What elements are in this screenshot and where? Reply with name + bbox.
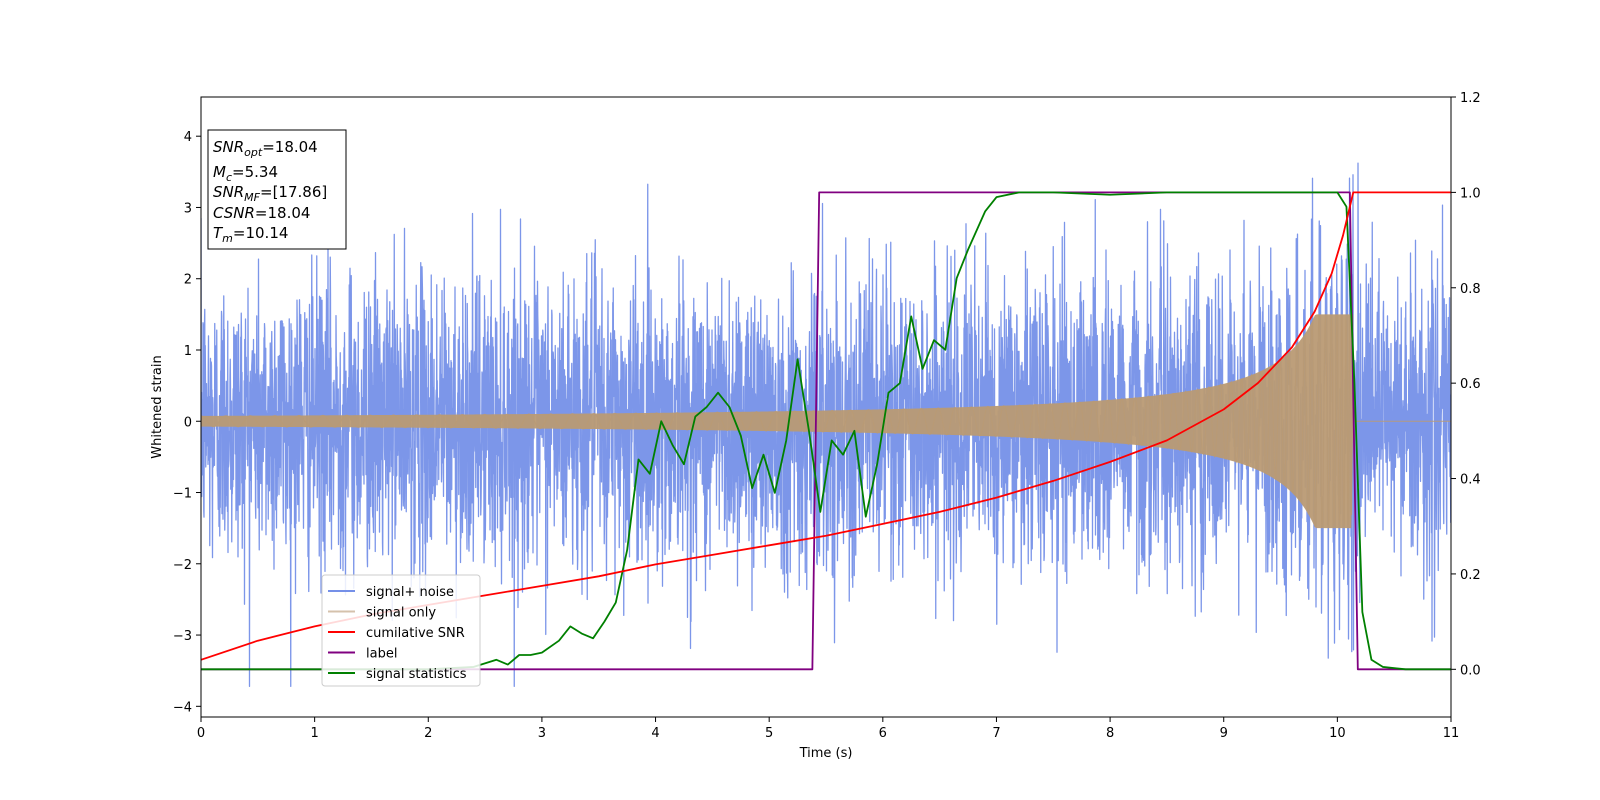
- x-tick-label: 4: [651, 726, 659, 741]
- x-tick-label: 9: [1220, 726, 1228, 741]
- legend-label: cumilative SNR: [366, 626, 465, 641]
- y-right-tick-label: 0.0: [1460, 663, 1481, 678]
- y-left-tick-label: 0: [184, 415, 192, 430]
- x-tick-label: 6: [879, 726, 887, 741]
- info-box: SNRopt=18.04 Mc=5.34SNRMF=[17.86]CSNR=18.…: [207, 129, 347, 250]
- legend: signal+ noise signal only cumilative SNR la…: [321, 574, 481, 687]
- x-tick-label: 5: [765, 726, 773, 741]
- plot-frame: [200, 96, 1452, 718]
- legend-signal-statistics: signal statistics: [328, 667, 467, 682]
- y-right-tick-label: 0.2: [1460, 568, 1481, 583]
- x-axis-label: Time (s): [799, 746, 853, 761]
- legend-label: signal only: [366, 606, 436, 621]
- y-right-tick-label: 1.0: [1460, 186, 1481, 201]
- series-label-line: [201, 191, 1451, 671]
- y-left-tick-label: 3: [184, 201, 192, 216]
- legend-signal-noise: signal+ noise: [328, 585, 454, 600]
- y-axis-label: Whitened strain: [150, 355, 165, 458]
- y-right-tick-label: 0.8: [1460, 282, 1481, 297]
- legend-label: signal statistics: [366, 667, 467, 682]
- axes: 0 1 2 3 4 5 6 7 8 9 10 11 −4 −3 −2 −1 0 1 2 3 4 0.0 0.2 0.4 0.6 0…: [173, 91, 1481, 741]
- y-left-tick-label: −4: [173, 700, 192, 715]
- y-left-tick-label: 2: [184, 273, 192, 288]
- legend-label: label: [328, 647, 397, 662]
- info-line: CSNR=18.04: [213, 204, 310, 222]
- info-line: Mc=5.34: [213, 163, 278, 184]
- y-right-tick-label: 0.4: [1460, 473, 1481, 488]
- info-box-frame: [207, 129, 347, 250]
- legend-frame: [321, 574, 481, 687]
- info-line: Tm=10.14: [213, 224, 288, 245]
- y-left-tick-label: −2: [173, 558, 192, 573]
- legend-cumulative-snr: cumilative SNR: [328, 626, 465, 641]
- series-signal-statistics-line: [201, 191, 1451, 671]
- info-line: SNRMF=[17.86]: [213, 183, 327, 204]
- x-tick-label: 0: [197, 726, 205, 741]
- info-line: SNRopt=18.04: [213, 138, 318, 159]
- series-signal-only-line: [201, 314, 1451, 527]
- y-left-tick-label: −3: [173, 629, 192, 644]
- legend-label: label: [366, 647, 397, 662]
- series-signal-only-envelope: [201, 314, 1354, 529]
- x-tick-label: 8: [1106, 726, 1114, 741]
- legend-label: signal+ noise: [366, 585, 454, 600]
- y-right-tick-label: 1.2: [1460, 91, 1481, 106]
- x-tick-label: 11: [1443, 726, 1460, 741]
- x-tick-label: 10: [1329, 726, 1346, 741]
- legend-signal-only: signal only: [328, 606, 436, 621]
- y-right-tick-label: 0.6: [1460, 377, 1481, 392]
- y-left-tick-label: 4: [184, 130, 192, 145]
- x-tick-label: 7: [992, 726, 1000, 741]
- y-left-tick-label: 1: [184, 344, 192, 359]
- x-tick-label: 3: [538, 726, 546, 741]
- x-tick-label: 1: [310, 726, 318, 741]
- y-left-tick-label: −1: [173, 487, 192, 502]
- x-tick-label: 2: [424, 726, 432, 741]
